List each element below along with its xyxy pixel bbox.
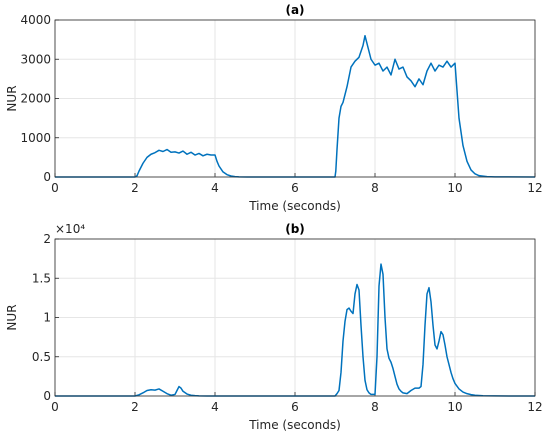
chart-title: (b) bbox=[285, 222, 305, 236]
x-axis-label: Time (seconds) bbox=[248, 199, 341, 213]
x-tick-label: 10 bbox=[447, 400, 462, 414]
y-tick-label: 2 bbox=[43, 232, 51, 246]
x-tick-label: 8 bbox=[371, 400, 379, 414]
chart-title: (a) bbox=[285, 3, 304, 17]
series-line-b bbox=[55, 263, 536, 397]
y-tick-label: 1 bbox=[43, 311, 51, 325]
y-tick-label: 0 bbox=[43, 170, 51, 184]
y-tick-label: 4000 bbox=[20, 13, 51, 27]
y-axis-exponent: ×10⁴ bbox=[55, 222, 85, 236]
chart-panel-b: 0 2 4 6 8 10 12 0 0.5 1 1.5 2 (b) Time (seconds) NUR ×1… bbox=[5, 222, 543, 432]
series-line-a bbox=[55, 34, 536, 178]
x-tick-label: 2 bbox=[131, 181, 139, 195]
x-tick-label: 4 bbox=[211, 400, 219, 414]
y-tick-label: 0 bbox=[43, 389, 51, 403]
y-tick-label: 1000 bbox=[20, 131, 51, 145]
x-tick-label: 12 bbox=[527, 400, 542, 414]
y-axis-label: NUR bbox=[5, 304, 19, 330]
axes-frame bbox=[54, 19, 536, 178]
x-tick-label: 6 bbox=[291, 400, 299, 414]
y-tick-label: 0.5 bbox=[32, 350, 51, 364]
chart-panel-a: 0 2 4 6 8 10 12 0 1000 2000 3000 4000 (a) Time (secon… bbox=[5, 3, 543, 213]
axes-frame bbox=[54, 238, 536, 397]
y-axis-label: NUR bbox=[5, 85, 19, 111]
x-tick-label: 8 bbox=[371, 181, 379, 195]
y-tick-label: 3000 bbox=[20, 52, 51, 66]
x-tick-label: 4 bbox=[211, 181, 219, 195]
x-tick-label: 0 bbox=[51, 400, 59, 414]
x-tick-label: 10 bbox=[447, 181, 462, 195]
x-tick-label: 6 bbox=[291, 181, 299, 195]
x-tick-label: 0 bbox=[51, 181, 59, 195]
x-axis-label: Time (seconds) bbox=[248, 418, 341, 432]
x-tick-label: 12 bbox=[527, 181, 542, 195]
y-tick-label: 1.5 bbox=[32, 271, 51, 285]
y-tick-label: 2000 bbox=[20, 92, 51, 106]
x-tick-label: 2 bbox=[131, 400, 139, 414]
